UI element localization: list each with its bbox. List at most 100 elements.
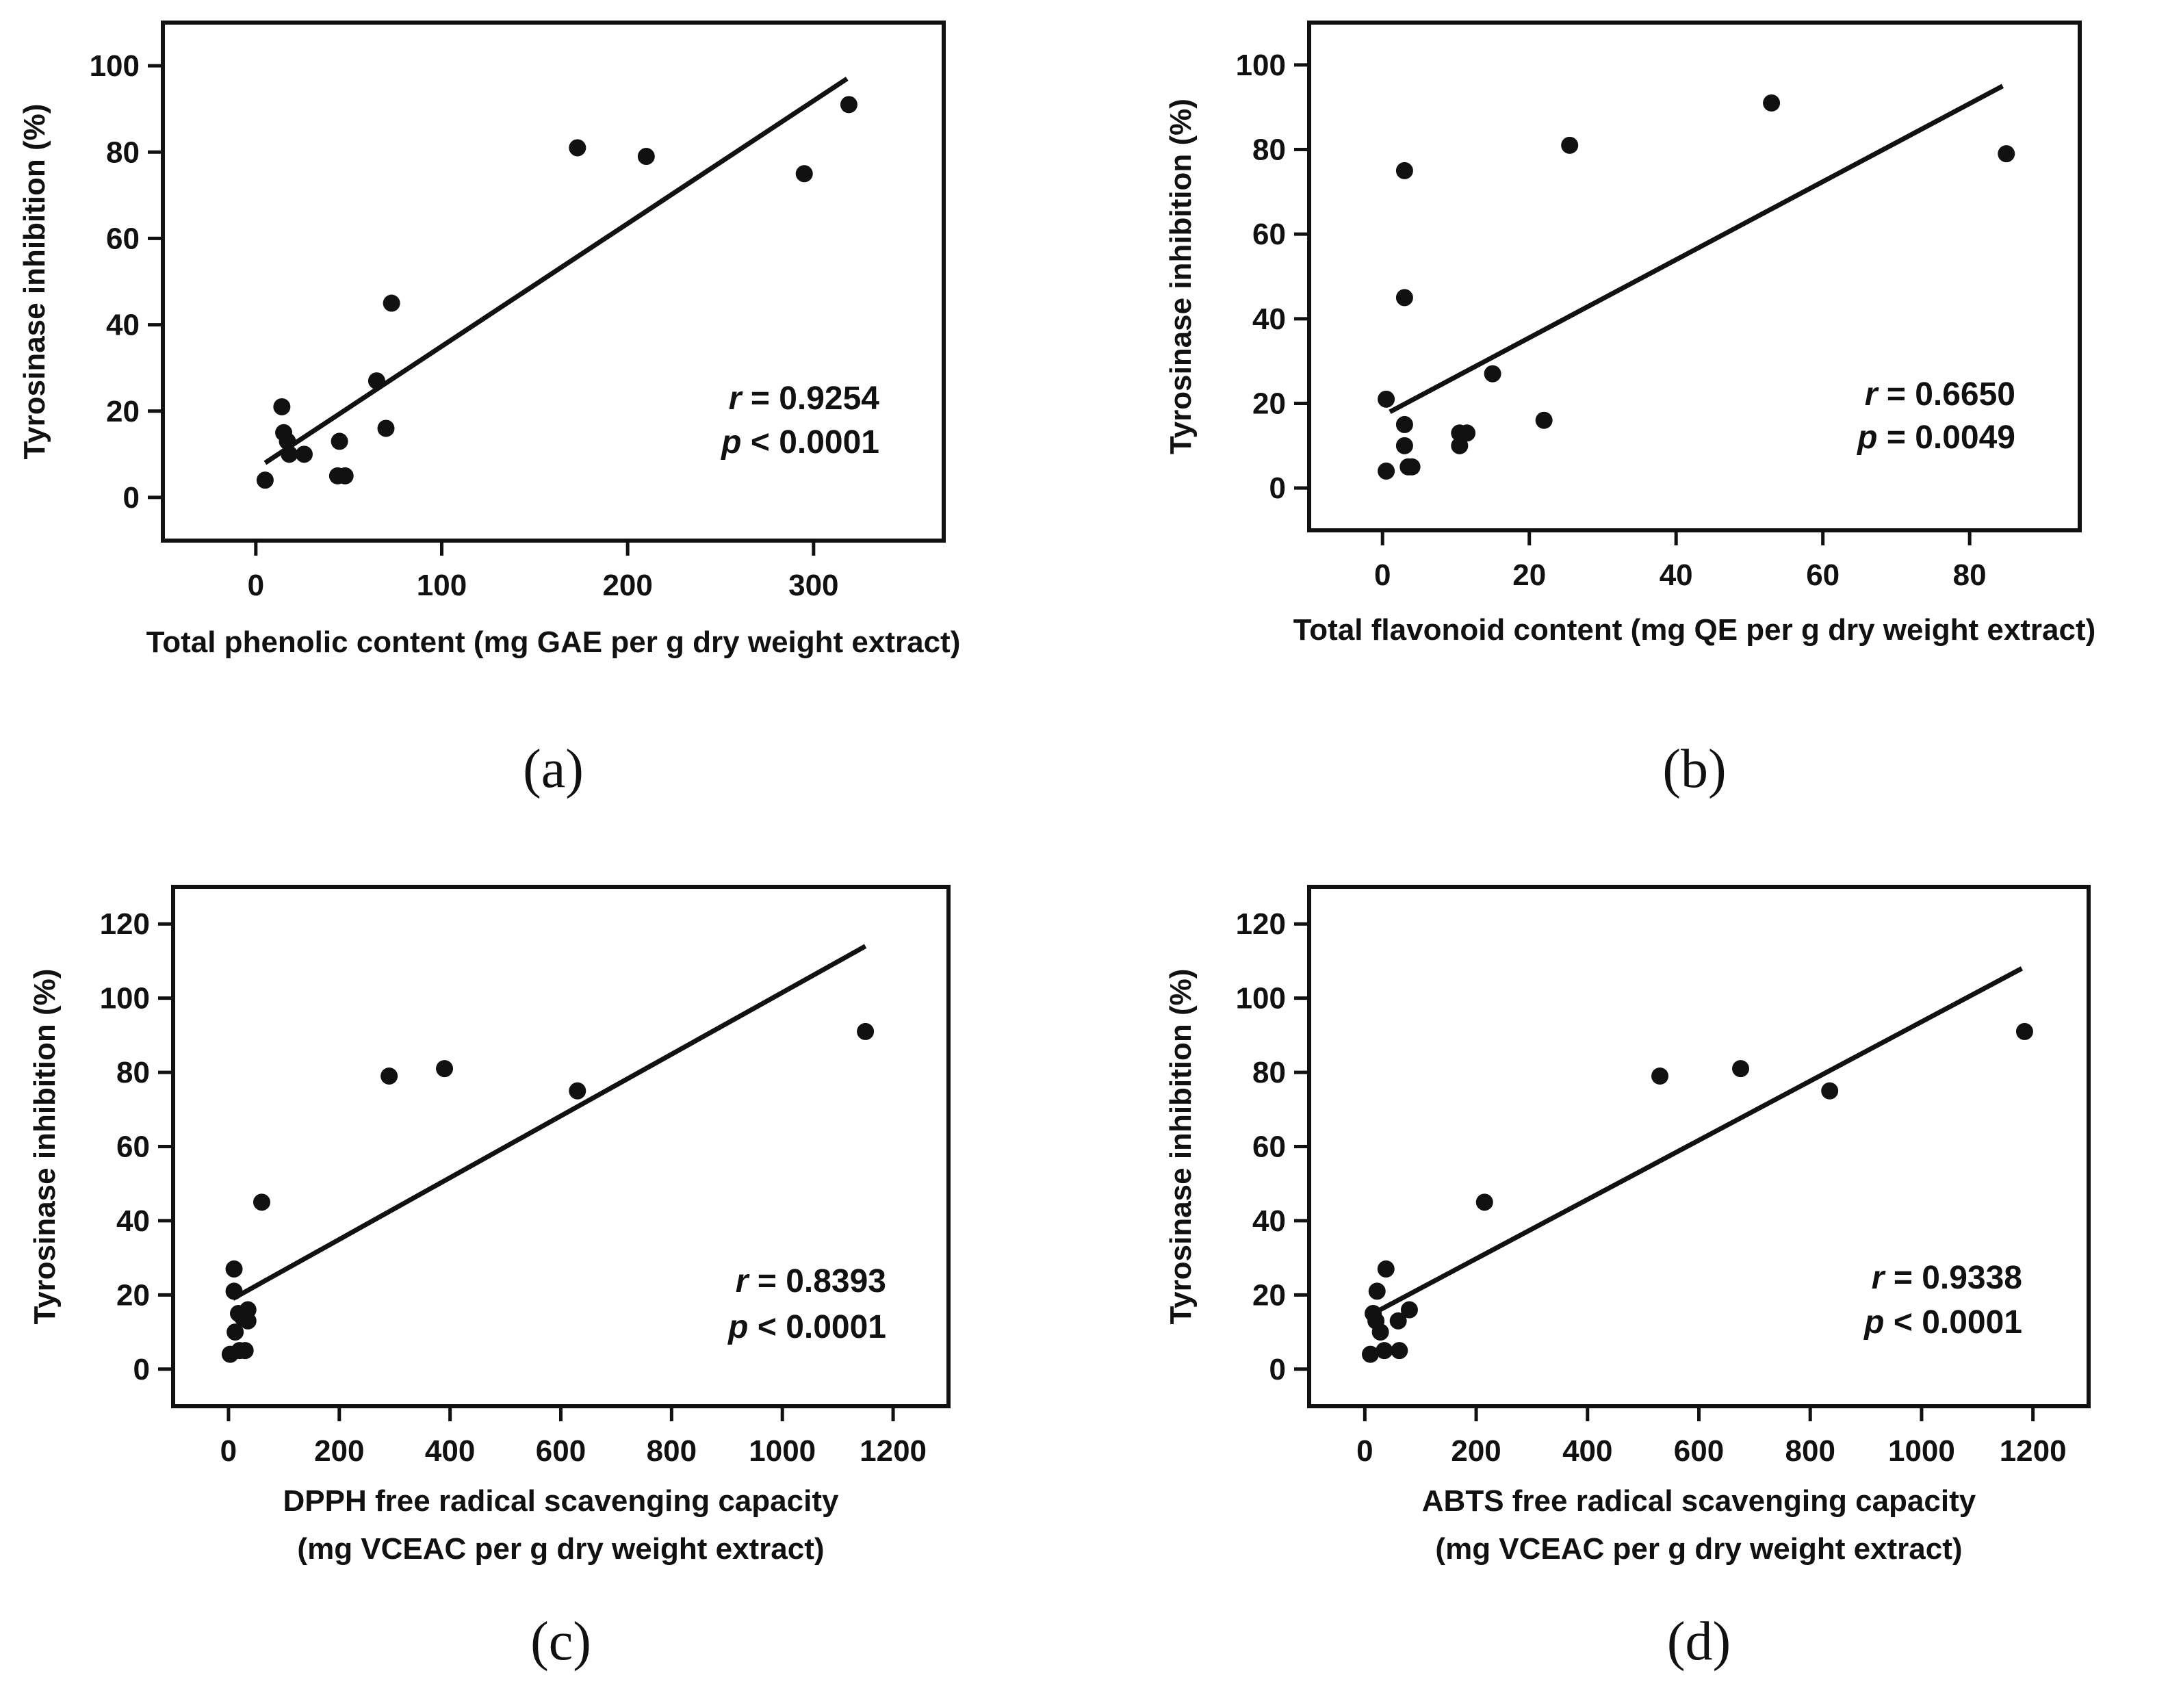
x-tick-label: 100 bbox=[417, 569, 467, 602]
x-tick-label: 20 bbox=[1512, 558, 1546, 592]
x-tick-label: 800 bbox=[1785, 1434, 1835, 1468]
x-axis-title: Total phenolic content (mg GAE per g dry… bbox=[146, 625, 961, 659]
panel-label: (a) bbox=[523, 739, 584, 799]
data-point bbox=[637, 148, 655, 166]
y-axis-title: Tyrosinase inhibition (%) bbox=[1164, 969, 1198, 1325]
p-text: = 0.0049 bbox=[1877, 419, 2015, 456]
x-tick-label: 0 bbox=[1356, 1434, 1373, 1468]
data-point bbox=[795, 165, 813, 183]
y-tick-label: 0 bbox=[1269, 1353, 1286, 1386]
data-point bbox=[1732, 1060, 1750, 1078]
x-tick-label: 0 bbox=[1374, 558, 1391, 592]
data-point bbox=[1763, 94, 1781, 112]
r-symbol: r bbox=[1865, 376, 1879, 413]
y-tick-label: 100 bbox=[90, 49, 140, 83]
p-value: p < 0.0001 bbox=[1863, 1304, 2022, 1341]
panel-label: (c) bbox=[530, 1612, 591, 1672]
plot-frame bbox=[161, 21, 946, 543]
data-point bbox=[1395, 289, 1413, 307]
data-point bbox=[225, 1282, 243, 1300]
data-point bbox=[295, 445, 313, 463]
x-tick-label: 1000 bbox=[1888, 1434, 1955, 1468]
regression-line bbox=[1371, 966, 2024, 1316]
r-value: r = 0.9338 bbox=[1872, 1260, 2022, 1296]
data-point bbox=[380, 1067, 398, 1085]
x-axis-title: Total flavonoid content (mg QE per g dry… bbox=[1293, 613, 2096, 647]
regression-line bbox=[231, 944, 867, 1301]
x-tick-label: 400 bbox=[425, 1434, 475, 1468]
data-point bbox=[1361, 1345, 1379, 1363]
p-symbol: p bbox=[720, 424, 741, 461]
x-tick-label: 400 bbox=[1562, 1434, 1612, 1468]
data-point bbox=[279, 432, 296, 450]
p-symbol: p bbox=[727, 1309, 748, 1345]
data-point bbox=[1368, 1282, 1386, 1300]
r-symbol: r bbox=[736, 1263, 750, 1299]
y-tick-label: 80 bbox=[106, 135, 140, 169]
y-tick-label: 20 bbox=[116, 1278, 150, 1312]
y-tick-label: 100 bbox=[1236, 982, 1286, 1015]
y-axis-title: Tyrosinase inhibition (%) bbox=[18, 104, 51, 460]
data-point bbox=[1395, 161, 1413, 179]
r-value: r = 0.6650 bbox=[1865, 376, 2015, 413]
r-text: = 0.9254 bbox=[741, 380, 879, 417]
x-tick-label: 80 bbox=[1953, 558, 1987, 592]
data-point bbox=[281, 445, 298, 463]
y-tick-label: 20 bbox=[1252, 387, 1286, 421]
y-tick-label: 60 bbox=[116, 1130, 150, 1164]
x-tick-label: 40 bbox=[1660, 558, 1693, 592]
x-tick-label: 200 bbox=[602, 569, 652, 602]
y-tick-label: 40 bbox=[1252, 302, 1286, 336]
data-point bbox=[1400, 1301, 1418, 1319]
y-tick-label: 0 bbox=[1269, 471, 1286, 505]
data-point bbox=[331, 432, 348, 450]
data-point bbox=[273, 398, 291, 415]
p-text: < 0.0001 bbox=[741, 424, 879, 461]
y-tick-label: 40 bbox=[106, 309, 140, 342]
data-point bbox=[1389, 1312, 1407, 1330]
data-point bbox=[336, 467, 354, 484]
x-axis-title: DPPH free radical scavenging capacity bbox=[283, 1484, 839, 1518]
data-point bbox=[367, 372, 385, 390]
r-symbol: r bbox=[729, 380, 743, 417]
plot-frame bbox=[1307, 21, 2082, 532]
p-text: < 0.0001 bbox=[1884, 1304, 2022, 1341]
p-value: p < 0.0001 bbox=[720, 424, 879, 461]
p-text: < 0.0001 bbox=[748, 1309, 886, 1345]
data-point bbox=[1998, 145, 2015, 163]
data-point bbox=[569, 1082, 586, 1100]
p-symbol: p bbox=[1863, 1304, 1884, 1341]
r-symbol: r bbox=[1872, 1260, 1886, 1296]
y-tick-label: 120 bbox=[1236, 907, 1286, 941]
data-point bbox=[1561, 136, 1579, 154]
x-tick-label: 200 bbox=[1451, 1434, 1501, 1468]
data-point bbox=[1395, 437, 1413, 454]
x-axis-title: (mg VCEAC per g dry weight extract) bbox=[297, 1532, 824, 1566]
panel-label: (b) bbox=[1662, 739, 1726, 799]
data-point bbox=[1458, 424, 1476, 442]
y-tick-label: 80 bbox=[116, 1056, 150, 1089]
y-tick-label: 20 bbox=[1252, 1278, 1286, 1312]
data-point bbox=[1484, 365, 1501, 383]
p-value: p = 0.0049 bbox=[1856, 419, 2015, 456]
x-tick-label: 60 bbox=[1806, 558, 1840, 592]
r-text: = 0.8393 bbox=[748, 1263, 886, 1299]
data-point bbox=[225, 1260, 243, 1278]
data-point bbox=[1651, 1067, 1669, 1085]
data-point bbox=[436, 1060, 454, 1078]
data-point bbox=[857, 1022, 875, 1040]
y-tick-label: 100 bbox=[100, 982, 150, 1015]
data-point bbox=[253, 1193, 270, 1211]
y-tick-label: 0 bbox=[133, 1353, 150, 1386]
r-text: = 0.6650 bbox=[1877, 376, 2015, 413]
y-tick-label: 60 bbox=[1252, 218, 1286, 251]
x-tick-label: 200 bbox=[314, 1434, 364, 1468]
x-tick-label: 1000 bbox=[749, 1434, 816, 1468]
data-point bbox=[377, 419, 395, 437]
x-tick-label: 1200 bbox=[860, 1434, 927, 1468]
x-tick-label: 600 bbox=[1674, 1434, 1724, 1468]
y-tick-label: 60 bbox=[1252, 1130, 1286, 1164]
